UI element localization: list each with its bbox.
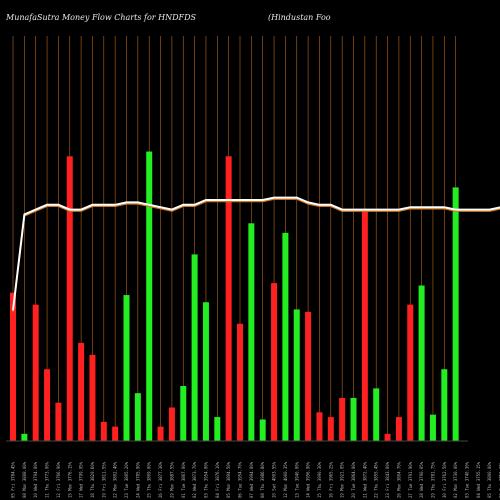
x-axis-label: 03 Thu 3954.00% (203, 461, 208, 498)
money-flow-bar (373, 388, 380, 441)
x-axis-label: 26 Fri 3877.30% (158, 461, 163, 498)
x-axis-label: 28 Wed 3790.05% (419, 461, 424, 498)
money-flow-line (12, 196, 500, 311)
money-flow-bar (10, 292, 16, 441)
x-axis-label: 29 Mon 3887.55% (169, 461, 174, 498)
x-axis-label: 05 Fri 3784.45% (11, 461, 16, 498)
money-flow-bar (100, 421, 107, 441)
x-axis-label: 07 Wed 3994.00% (249, 461, 254, 498)
money-flow-bar (225, 156, 232, 442)
money-flow-bar (89, 354, 96, 441)
money-flow-bar (157, 426, 164, 441)
x-axis-label: 14 Wed 3956.90% (306, 461, 311, 498)
money-flow-bar (123, 295, 130, 441)
money-flow-bar (407, 304, 414, 441)
money-flow-bar (146, 151, 153, 441)
money-flow-bar (32, 304, 39, 441)
x-axis-label: 10 Wed 3794.00% (33, 461, 38, 498)
money-flow-bar (271, 283, 278, 441)
money-flow-bar (214, 417, 221, 441)
x-axis-label: 23 Tue 3805.20% (124, 461, 129, 498)
money-flow-bar (168, 407, 175, 441)
chart-title: MunafaSutra Money Flow Charts for HNDFDS (6, 13, 196, 22)
x-axis-label: 26 Mon 3804.70% (396, 461, 401, 498)
money-flow-bar (55, 402, 62, 441)
x-axis-label: 19 Fri 3811.55% (101, 461, 106, 498)
x-axis-label: 12 Mon 4000.35% (283, 461, 288, 498)
money-flow-bar (44, 369, 51, 441)
money-flow-bar (191, 254, 198, 441)
money-flow-bar (134, 393, 141, 441)
money-flow-bar (361, 211, 368, 441)
chart-title-company: (Hindustan Foo (268, 13, 331, 22)
x-axis-label: 06 Tue 3954.70% (238, 461, 243, 498)
x-axis-label: 15 Mon 3776.15% (67, 461, 72, 498)
money-flow-bar (384, 433, 391, 441)
x-axis-label: 15 Thu 3990.30% (317, 461, 322, 498)
x-axis-label: 13 Tue 3940.00% (294, 461, 299, 498)
money-flow-bar (248, 223, 255, 441)
money-flow-bar (202, 302, 209, 441)
money-flow-bar (395, 417, 402, 441)
x-axis-label: 04 Wed 3755.15% (476, 461, 481, 498)
money-flow-bar (429, 414, 436, 441)
money-flow-bar (112, 426, 119, 441)
money-flow-bar (327, 417, 334, 441)
x-axis-label: 27 Tue 3791.90% (408, 461, 413, 498)
money-flow-bar (316, 412, 323, 441)
money-flow-bar (305, 311, 312, 441)
x-axis-label: 02 Wed 3873.70% (192, 461, 197, 498)
money-flow-bar (66, 156, 73, 442)
money-flow-bar (259, 419, 266, 441)
money-flow-bar (21, 433, 28, 441)
x-axis-label: 04 Fri 3876.10% (215, 461, 220, 498)
x-axis-label: 03 Tue 3740.30% (465, 461, 470, 498)
x-axis-label: 30 Fri 3762.50% (442, 461, 447, 498)
x-axis-label: 06 Fri 3751.30% (499, 461, 500, 498)
x-axis-label: 05 Mon 3894.50% (226, 461, 231, 498)
x-axis-label: 12 Fri 3766.90% (56, 461, 61, 498)
x-axis-label: 22 Mon 3802.40% (113, 461, 118, 498)
money-flow-bar (350, 397, 357, 441)
x-axis-label: 20 Tue 3864.00% (351, 461, 356, 498)
x-axis-label: 17 Wed 3799.95% (79, 461, 84, 498)
money-flow-bar (441, 369, 448, 441)
x-axis-label: 25 Thu 3809.00% (147, 461, 152, 498)
x-axis-label: 08 Thu 3986.80% (260, 461, 265, 498)
x-axis-label: 29 Thu 3781.75% (430, 461, 435, 498)
x-axis-label: 22 Thu 3855.45% (374, 461, 379, 498)
x-axis-label: 23 Fri 3843.00% (385, 461, 390, 498)
x-axis-label: 18 Thu 3829.60% (90, 461, 95, 498)
x-axis-label: 02 Mon 3730.00% (453, 461, 458, 498)
money-flow-bar (237, 323, 243, 441)
money-flow-bar (78, 342, 85, 441)
money-flow-bar (282, 232, 289, 441)
money-flow-bar (418, 285, 425, 441)
x-axis-label: 16 Fri 3965.25% (328, 461, 333, 498)
x-axis-label: 05 Thu 3800.00% (487, 461, 492, 498)
x-axis-label: 19 Mon 3921.05% (340, 461, 345, 498)
x-axis-label: 08 Mon 3808.00% (22, 461, 27, 498)
money-flow-bar (339, 397, 346, 441)
x-axis-label: 01 Tue 3867.00% (181, 461, 186, 498)
money-flow-bar (180, 385, 187, 441)
x-axis-label: 11 Thu 3773.00% (45, 461, 50, 498)
money-flow-bar (293, 309, 300, 441)
money-flow-bar (452, 187, 459, 441)
x-axis-labels: 05 Fri 3784.45% 08 Mon 3808.00% 10 Wed 379… (11, 461, 500, 498)
money-flow-bars (10, 151, 459, 442)
price-line (12, 198, 500, 312)
x-axis-label: 24 Wed 3785.90% (135, 461, 140, 498)
x-axis-label: 10 Sat 4003.55% (272, 461, 277, 498)
x-axis-label: 21 Wed 3872.40% (362, 461, 367, 498)
